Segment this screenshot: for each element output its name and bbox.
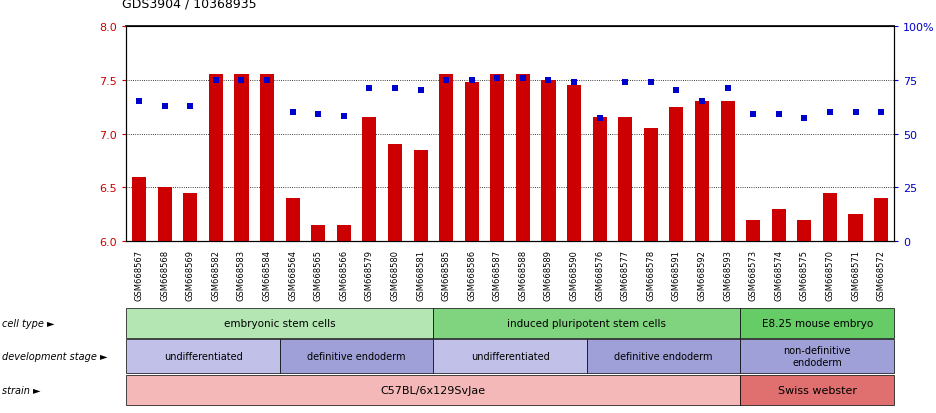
Point <box>413 88 428 95</box>
Text: undifferentiated: undifferentiated <box>471 351 549 361</box>
Bar <box>183 193 197 242</box>
Text: non-definitive
endoderm: non-definitive endoderm <box>783 346 851 367</box>
Point <box>464 77 479 84</box>
Text: embryonic stem cells: embryonic stem cells <box>224 318 336 328</box>
Bar <box>388 145 402 242</box>
Bar <box>414 150 428 242</box>
Bar <box>132 177 146 242</box>
Point <box>541 77 556 84</box>
Bar <box>311 225 326 242</box>
Text: definitive endoderm: definitive endoderm <box>614 351 713 361</box>
Bar <box>695 102 709 242</box>
Text: E8.25 mouse embryo: E8.25 mouse embryo <box>762 318 872 328</box>
Point <box>183 103 197 109</box>
Bar <box>797 220 812 242</box>
Bar <box>490 75 505 242</box>
Point <box>823 109 838 116</box>
Point <box>439 77 454 84</box>
Text: development stage ►: development stage ► <box>2 351 108 361</box>
Bar <box>337 225 351 242</box>
Bar <box>592 118 607 242</box>
Text: C57BL/6x129SvJae: C57BL/6x129SvJae <box>381 385 486 395</box>
Point <box>797 116 812 123</box>
Point <box>490 75 505 82</box>
Text: cell type ►: cell type ► <box>2 318 54 328</box>
Point <box>566 79 581 86</box>
Point <box>285 109 300 116</box>
Bar <box>209 75 223 242</box>
Point <box>720 86 735 93</box>
Bar <box>260 75 274 242</box>
Point <box>618 79 633 86</box>
Bar <box>362 118 376 242</box>
Bar <box>874 199 888 242</box>
Point <box>209 77 224 84</box>
Bar <box>848 215 863 242</box>
Bar <box>234 75 249 242</box>
Text: GDS3904 / 10368935: GDS3904 / 10368935 <box>122 0 256 10</box>
Point <box>157 103 172 109</box>
Bar <box>285 199 300 242</box>
Bar <box>464 83 479 242</box>
Bar <box>541 81 556 242</box>
Bar <box>823 193 837 242</box>
Text: definitive endoderm: definitive endoderm <box>307 351 406 361</box>
Bar <box>157 188 172 242</box>
Point <box>362 86 377 93</box>
Point <box>259 77 274 84</box>
Point <box>771 112 786 118</box>
Bar <box>618 118 633 242</box>
Text: induced pluripotent stem cells: induced pluripotent stem cells <box>507 318 666 328</box>
Bar <box>516 75 530 242</box>
Bar <box>746 220 760 242</box>
Point <box>746 112 761 118</box>
Bar <box>721 102 735 242</box>
Text: Swiss webster: Swiss webster <box>778 385 856 395</box>
Bar <box>644 129 658 242</box>
Bar <box>669 107 683 242</box>
Text: strain ►: strain ► <box>2 385 40 395</box>
Point <box>132 99 147 105</box>
Bar <box>771 209 786 242</box>
Point <box>848 109 863 116</box>
Point <box>311 112 326 118</box>
Point <box>643 79 658 86</box>
Point <box>873 109 888 116</box>
Point <box>388 86 402 93</box>
Bar <box>439 75 453 242</box>
Point <box>669 88 684 95</box>
Text: undifferentiated: undifferentiated <box>164 351 242 361</box>
Point <box>695 99 709 105</box>
Point <box>336 114 351 120</box>
Bar <box>567 86 581 242</box>
Point <box>592 116 607 123</box>
Point <box>516 75 531 82</box>
Point <box>234 77 249 84</box>
